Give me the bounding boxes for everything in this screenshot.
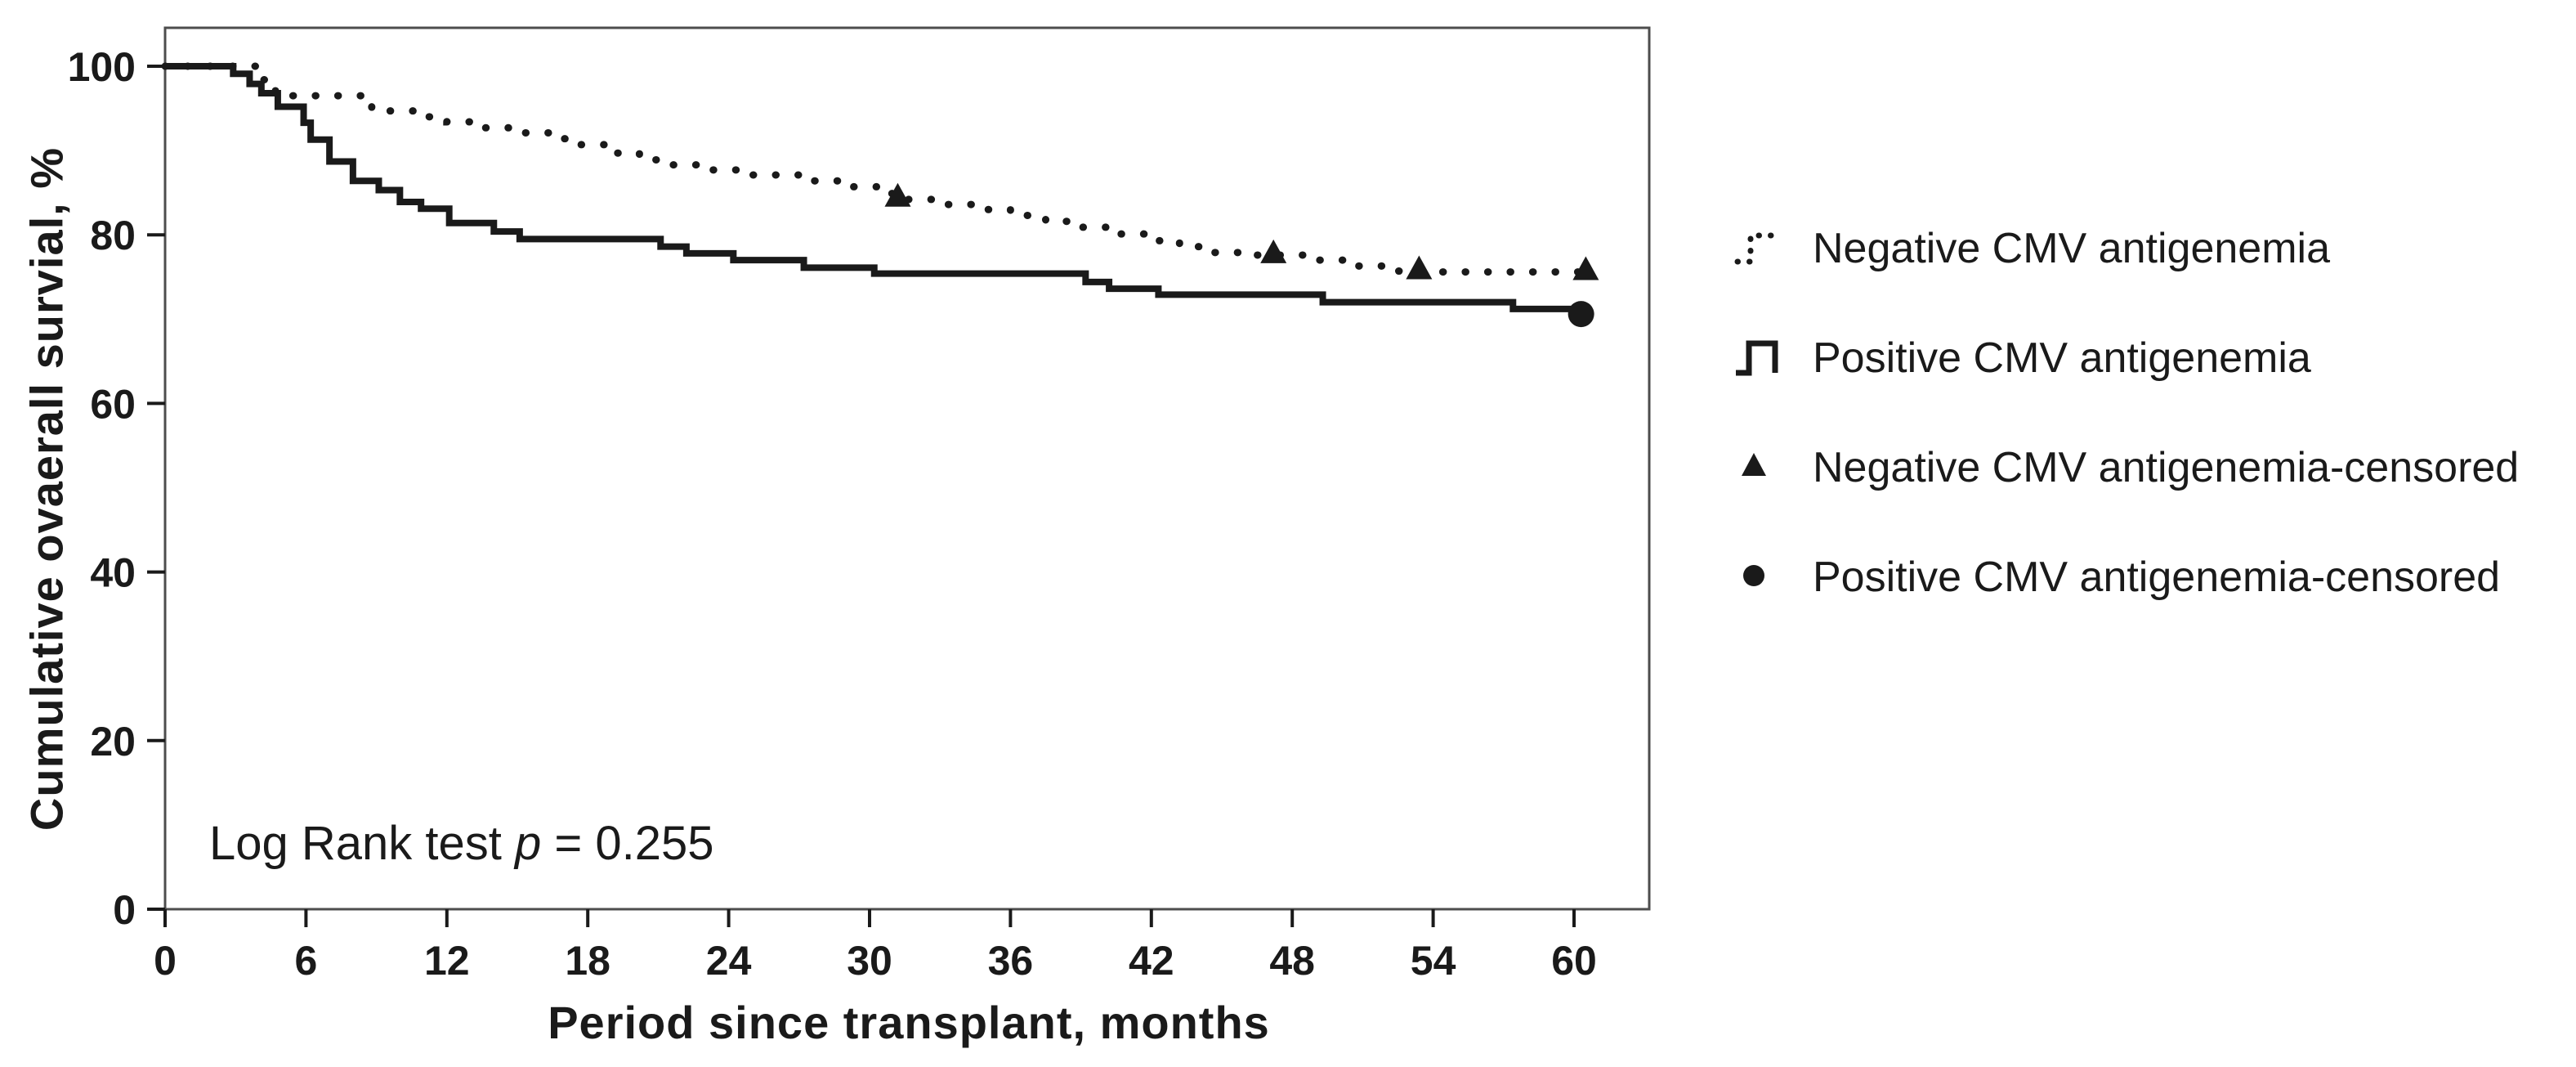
positive-cmv-curve — [165, 63, 1585, 315]
x-tick-label: 24 — [706, 938, 752, 984]
x-tick-label: 48 — [1269, 938, 1315, 984]
x-tick-label: 12 — [424, 938, 470, 984]
x-tick-label: 60 — [1551, 938, 1597, 984]
x-tick-label: 6 — [294, 938, 317, 984]
log-rank-annotation: Log Rank test p = 0.255 — [209, 816, 714, 871]
negative-cmv-curve — [161, 62, 1590, 276]
plot-frame — [163, 26, 1651, 911]
legend-item-label: Positive CMV antigenemia — [1813, 334, 2311, 382]
y-tick-label: 40 — [90, 550, 136, 596]
legend-item-label: Negative CMV antigenemia-censored — [1813, 444, 2520, 491]
x-tick-label: 36 — [988, 938, 1034, 984]
y-tick-label: 20 — [90, 719, 136, 764]
y-tick-label: 60 — [90, 381, 136, 427]
y-tick-label: 80 — [90, 213, 136, 258]
triangle-icon — [1733, 443, 1800, 492]
legend-item: Positive CMV antigenemia-censored — [1733, 522, 2519, 632]
y-tick-label: 0 — [113, 887, 136, 933]
legend-item-label: Positive CMV antigenemia-censored — [1813, 554, 2501, 601]
legend-item: Positive CMV antigenemia — [1733, 303, 2519, 413]
annotation-suffix: = 0.255 — [541, 817, 714, 870]
legend-item: Negative CMV antigenemia-censored — [1733, 413, 2519, 522]
x-tick-label: 42 — [1129, 938, 1174, 984]
censor-triangle-mark — [1260, 239, 1287, 263]
x-axis-title: Period since transplant, months — [548, 997, 1270, 1048]
x-tick-label: 0 — [154, 938, 177, 984]
x-tick-label: 30 — [847, 938, 892, 984]
censor-circle-mark — [1568, 301, 1594, 328]
dotted-line-icon — [1733, 224, 1800, 273]
legend-item-label: Negative CMV antigenemia — [1813, 225, 2330, 272]
censor-triangle-mark — [884, 182, 911, 207]
x-tick-label: 18 — [565, 938, 610, 984]
y-axis-title: Cumulative ovaerall survial, % — [20, 146, 73, 832]
y-tick-label: 100 — [68, 44, 136, 90]
circle-icon — [1733, 553, 1800, 602]
censor-triangle-mark — [1406, 255, 1433, 280]
annotation-prefix: Log Rank test — [209, 817, 515, 870]
step-line-icon — [1733, 334, 1800, 383]
annotation-p-symbol: p — [515, 817, 542, 870]
censor-triangle-mark — [1572, 256, 1599, 280]
legend: Negative CMV antigenemia Positive CMV ant… — [1733, 194, 2519, 632]
legend-item: Negative CMV antigenemia — [1733, 194, 2519, 303]
x-tick-label: 54 — [1411, 938, 1456, 984]
